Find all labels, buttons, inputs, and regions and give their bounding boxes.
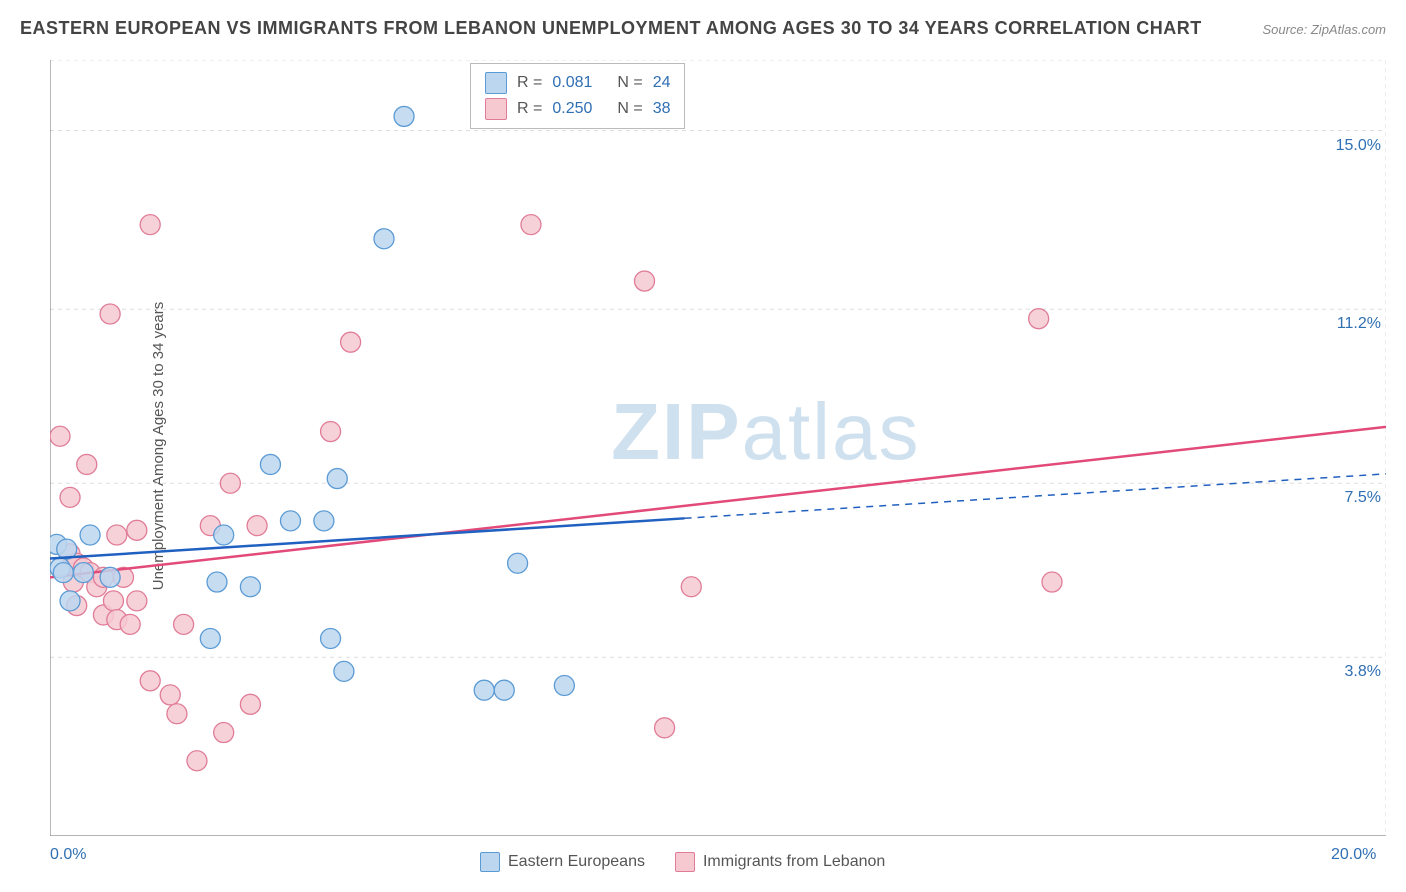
data-point [214, 723, 234, 743]
data-point [635, 271, 655, 291]
legend-label: Immigrants from Lebanon [703, 853, 885, 871]
data-point [321, 422, 341, 442]
r-value: 0.250 [552, 100, 607, 118]
legend-item: Immigrants from Lebanon [675, 852, 885, 872]
data-point [314, 511, 334, 531]
series-legend: Eastern Europeans Immigrants from Lebanon [480, 852, 885, 872]
data-point [207, 572, 227, 592]
data-point [240, 577, 260, 597]
scatter-plot [50, 60, 1386, 836]
source-label: Source: ZipAtlas.com [1262, 22, 1386, 37]
data-point [187, 751, 207, 771]
data-point [167, 704, 187, 724]
data-point [554, 676, 574, 696]
data-point [100, 567, 120, 587]
n-value: 38 [653, 100, 671, 118]
data-point [334, 661, 354, 681]
y-tick-label: 15.0% [1326, 137, 1381, 155]
data-point [127, 591, 147, 611]
legend-swatch [675, 852, 695, 872]
y-tick-label: 11.2% [1326, 315, 1381, 333]
x-axis-max-label: 20.0% [1331, 846, 1376, 864]
correlation-legend: R = 0.081 N = 24 R = 0.250 N = 38 [470, 63, 685, 129]
data-point [160, 685, 180, 705]
data-point [321, 628, 341, 648]
data-point [100, 304, 120, 324]
legend-swatch [485, 72, 507, 94]
r-value: 0.081 [552, 74, 607, 92]
data-point [655, 718, 675, 738]
data-point [77, 454, 97, 474]
chart-title: EASTERN EUROPEAN VS IMMIGRANTS FROM LEBA… [20, 18, 1202, 39]
legend-stat-row: R = 0.081 N = 24 [485, 70, 670, 96]
data-point [394, 106, 414, 126]
data-point [260, 454, 280, 474]
data-point [327, 469, 347, 489]
data-point [73, 563, 93, 583]
data-point [174, 614, 194, 634]
data-point [521, 215, 541, 235]
legend-item: Eastern Europeans [480, 852, 645, 872]
data-point [140, 671, 160, 691]
data-point [494, 680, 514, 700]
data-point [341, 332, 361, 352]
data-point [103, 591, 123, 611]
n-value: 24 [653, 74, 671, 92]
legend-swatch [485, 98, 507, 120]
data-point [280, 511, 300, 531]
n-label: N = [617, 74, 642, 92]
x-axis-min-label: 0.0% [50, 846, 86, 864]
legend-swatch [480, 852, 500, 872]
legend-stat-row: R = 0.250 N = 38 [485, 96, 670, 122]
data-point [200, 628, 220, 648]
data-point [247, 516, 267, 536]
data-point [53, 563, 73, 583]
data-point [127, 520, 147, 540]
data-point [50, 426, 70, 446]
n-label: N = [617, 100, 642, 118]
r-label: R = [517, 74, 542, 92]
data-point [681, 577, 701, 597]
data-point [214, 525, 234, 545]
data-point [107, 525, 127, 545]
data-point [474, 680, 494, 700]
data-point [1042, 572, 1062, 592]
data-point [240, 694, 260, 714]
r-label: R = [517, 100, 542, 118]
trend-line-extrapolated [685, 474, 1386, 518]
y-tick-label: 7.5% [1326, 489, 1381, 507]
data-point [220, 473, 240, 493]
data-point [140, 215, 160, 235]
data-point [1029, 309, 1049, 329]
data-point [80, 525, 100, 545]
data-point [60, 591, 80, 611]
trend-line [50, 427, 1386, 577]
data-point [120, 614, 140, 634]
y-tick-label: 3.8% [1326, 663, 1381, 681]
data-point [508, 553, 528, 573]
legend-label: Eastern Europeans [508, 853, 645, 871]
data-point [60, 487, 80, 507]
data-point [374, 229, 394, 249]
